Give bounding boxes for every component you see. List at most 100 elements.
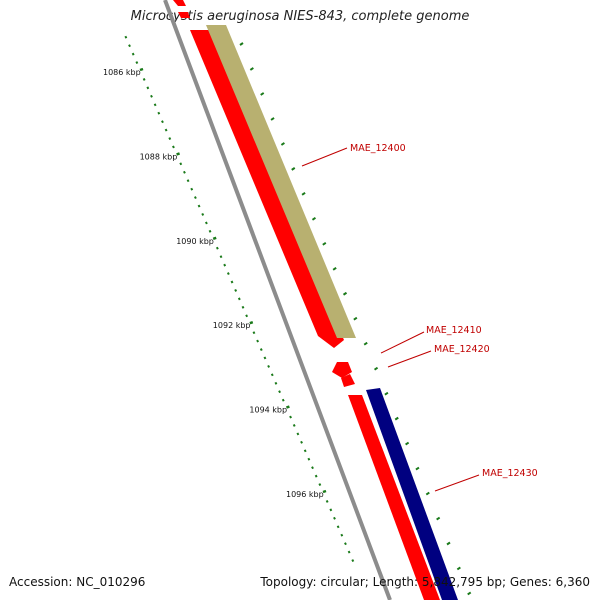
ruler-minor-tick (168, 137, 172, 140)
ruler-minor-tick (204, 221, 208, 225)
ruler-minor-tick (226, 272, 230, 276)
ruler-minor-tick (208, 229, 212, 233)
ruler-outer-tick (415, 466, 420, 471)
ruler-major-tick (212, 236, 217, 240)
ruler-outer-tick (436, 516, 441, 521)
ruler-minor-tick (256, 339, 260, 343)
ruler-minor-tick (146, 86, 150, 90)
gene-MAE_12400-feature[interactable] (206, 25, 356, 338)
ruler-major-tick (322, 489, 327, 494)
ruler-minor-tick (289, 415, 292, 419)
ruler-outer-tick (363, 341, 368, 346)
ruler-minor-tick (333, 516, 336, 520)
ruler-minor-tick (219, 255, 223, 259)
gene-MAE_12400-cds[interactable] (190, 30, 344, 348)
gene-MAE_12430-feature[interactable] (366, 388, 458, 600)
ruler-minor-tick (135, 61, 139, 65)
map-title: Microcystis aeruginosa NIES-843, complet… (130, 9, 470, 24)
ruler-minor-tick (142, 77, 146, 81)
gene-MAE_12410[interactable] (332, 362, 352, 378)
ruler-outer-tick (456, 566, 461, 571)
ruler-tick-label: 1094 kbp (249, 406, 287, 415)
ruler-minor-tick (215, 246, 219, 250)
ruler-minor-tick (252, 331, 256, 335)
ruler-minor-tick (281, 398, 285, 402)
ruler-outer-tick (373, 366, 379, 371)
ruler-minor-tick (311, 466, 314, 470)
ruler-minor-tick (314, 474, 318, 478)
ruler-outer-tick (301, 192, 306, 196)
ruler-tick-label: 1096 kbp (286, 490, 324, 499)
ruler-minor-tick (190, 187, 194, 191)
ruler-minor-tick (230, 280, 234, 284)
ruler-minor-tick (237, 297, 241, 301)
kbp-ruler-outer (239, 42, 472, 596)
ruler-minor-tick (318, 483, 322, 487)
ruler-outer-tick (384, 391, 389, 396)
gene-fragment-top[interactable] (173, 0, 186, 6)
ruler-minor-tick (186, 179, 190, 183)
ruler-outer-tick (280, 142, 285, 146)
ruler-outer-tick (425, 491, 430, 496)
ruler-minor-tick (124, 35, 128, 39)
ruler-minor-tick (241, 305, 245, 309)
ruler-minor-tick (270, 373, 274, 377)
ruler-outer-tick (394, 416, 399, 421)
kbp-ruler: 1086 kbp 1088 kbp 1090 kbp 1092 kbp 1094 kbp… (103, 35, 355, 562)
ruler-tick-label: 1090 kbp (176, 237, 214, 246)
ruler-major-tick (139, 67, 144, 72)
ruler-outer-tick (353, 316, 358, 321)
ruler-minor-tick (128, 44, 131, 48)
ruler-minor-tick (234, 288, 238, 292)
genome-backbone (163, 0, 392, 600)
ruler-minor-tick (194, 196, 197, 200)
ruler-minor-tick (267, 364, 270, 368)
ruler-minor-tick (303, 449, 307, 453)
ruler-outer-tick (270, 117, 275, 121)
ruler-outer-tick (249, 67, 254, 71)
ruler-minor-tick (161, 120, 164, 124)
ruler-outer-tick (291, 167, 296, 171)
ruler-minor-tick (347, 550, 351, 554)
gene-label-MAE_12410[interactable]: MAE_12410 (426, 325, 482, 336)
ruler-minor-tick (296, 432, 300, 436)
ruler-minor-tick (157, 111, 161, 115)
accession-label: Accession: NC_010296 (9, 575, 146, 589)
gene-labels: MAE_12400 MAE_12410 MAE_12420 MAE_12430 (301, 143, 538, 492)
genome-stats-label: Topology: circular; Length: 5,842,795 bp… (260, 575, 590, 589)
ruler-minor-tick (183, 170, 186, 174)
ruler-outer-tick (239, 42, 244, 46)
ruler-minor-tick (278, 390, 281, 394)
gene-MAE_12420[interactable] (341, 374, 355, 387)
ruler-outer-tick (332, 266, 337, 271)
ruler-tick-label: 1088 kbp (140, 152, 178, 161)
ruler-major-tick (176, 152, 180, 156)
ruler-minor-tick (153, 103, 157, 107)
ruler-major-tick (249, 321, 254, 325)
ruler-minor-tick (201, 213, 205, 216)
ruler-outer-tick (322, 241, 327, 246)
ruler-minor-tick (274, 381, 278, 385)
ruler-minor-tick (351, 559, 355, 562)
ruler-minor-tick (223, 263, 227, 267)
ruler-major-tick (286, 405, 290, 409)
gene-fragment-top-2[interactable] (178, 12, 190, 18)
ruler-minor-tick (150, 94, 153, 98)
gene-label-MAE_12430[interactable]: MAE_12430 (482, 468, 538, 479)
gene-label-MAE_12400[interactable]: MAE_12400 (350, 143, 406, 154)
ruler-minor-tick (336, 525, 340, 529)
ruler-minor-tick (259, 348, 263, 351)
gene-MAE_12430-cds[interactable] (348, 395, 440, 600)
ruler-minor-tick (300, 440, 303, 444)
ruler-minor-tick (307, 457, 311, 461)
gene-label-MAE_12420[interactable]: MAE_12420 (434, 344, 490, 355)
ruler-minor-tick (197, 204, 201, 208)
ruler-outer-tick (260, 92, 265, 96)
ruler-minor-tick (344, 542, 347, 546)
ruler-tick-label: 1092 kbp (213, 321, 251, 330)
ruler-outer-tick (446, 541, 451, 546)
ruler-outer-tick (342, 291, 348, 296)
ruler-tick-label: 1086 kbp (103, 68, 141, 77)
ruler-minor-tick (164, 128, 168, 132)
